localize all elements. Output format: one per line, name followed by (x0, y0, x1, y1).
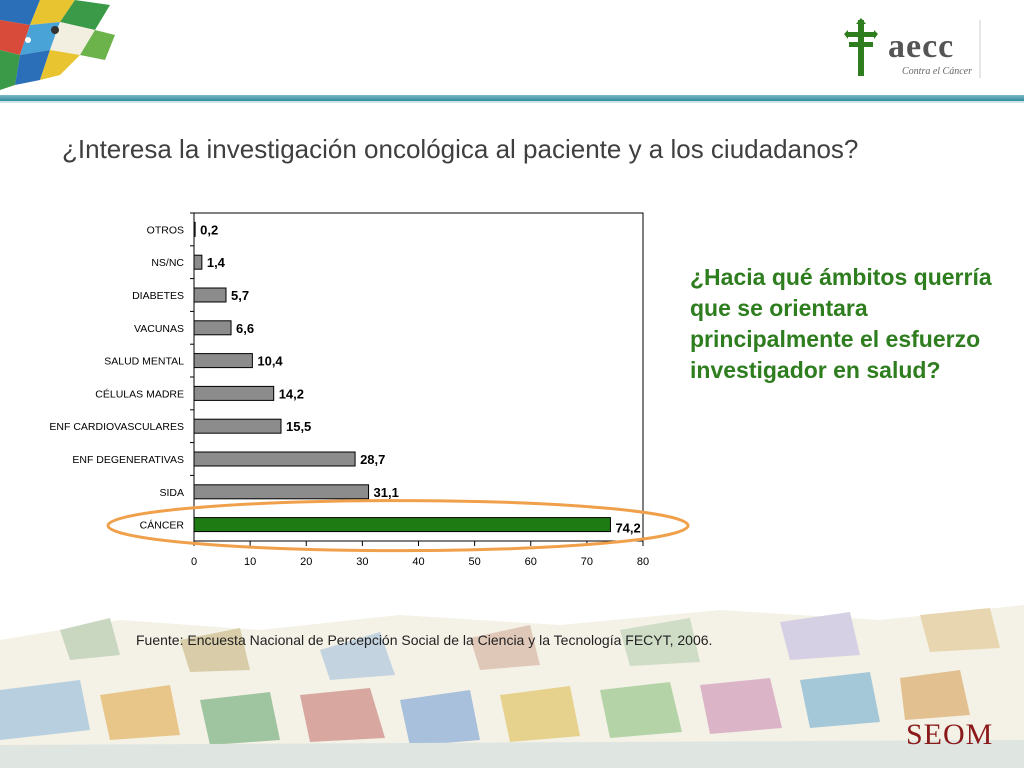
x-tick-label-5: 50 (469, 556, 481, 568)
cross-icon (844, 18, 981, 78)
bar-9 (193, 517, 611, 533)
logo-text: aecc (888, 28, 955, 65)
x-tick-label-4: 40 (412, 556, 424, 568)
chart-question: ¿Hacia qué ámbitos querría que se orient… (690, 264, 992, 383)
category-label-5: CÉLULAS MADRE (95, 387, 184, 400)
bar-value-label-1: 1,4 (207, 255, 226, 270)
mosaic-decoration-bottom (0, 605, 1024, 768)
source-note: Fuente: Encuesta Nacional de Percepción … (136, 632, 713, 648)
category-label-4: SALUD MENTAL (104, 356, 184, 368)
bar-1 (193, 254, 203, 270)
bar-value-label-6: 15,5 (286, 419, 311, 434)
bar-0 (193, 221, 196, 237)
category-label-3: VACUNAS (134, 323, 184, 335)
bar-value-label-7: 28,7 (360, 452, 385, 467)
bar-7 (193, 451, 356, 467)
highlight-ellipse (106, 499, 690, 553)
category-label-8: SIDA (159, 487, 184, 499)
bar-5 (193, 385, 275, 401)
x-tick-label-1: 10 (244, 556, 256, 568)
logo-subtitle: Contra el Cáncer (902, 66, 972, 77)
bar-value-label-4: 10,4 (257, 354, 283, 369)
page-title: ¿Interesa la investigación oncológica al… (62, 134, 859, 164)
bar-3 (193, 320, 232, 336)
category-label-1: NS/NC (151, 257, 184, 269)
bar-6 (193, 418, 282, 434)
x-tick-label-6: 60 (525, 556, 537, 568)
category-label-6: ENF CARDIOVASCULARES (49, 421, 184, 433)
bar-8 (193, 484, 370, 500)
x-tick-label-3: 30 (356, 556, 368, 568)
header-rule-light (0, 101, 1024, 103)
bar-value-label-3: 6,6 (236, 321, 254, 336)
bar-value-label-9: 74,2 (615, 521, 640, 536)
bar-chart: 0,2 1,4 5,7 6,6 10,4 14,2 15,5 28,7 31,1 74,2 OTR… (49, 212, 690, 568)
bar-4 (193, 353, 253, 369)
footer-brand: SEOM (906, 718, 994, 751)
x-tick-label-7: 70 (581, 556, 593, 568)
category-label-7: ENF DEGENERATIVAS (72, 454, 184, 466)
mosaic-decoration-top (0, 0, 120, 95)
x-tick-label-8: 80 (637, 556, 649, 568)
category-label-2: DIABETES (132, 290, 184, 302)
bar-2 (193, 287, 227, 303)
bar-value-label-8: 31,1 (374, 485, 399, 500)
category-labels: OTROS NS/NC DIABETES VACUNAS SALUD MENTAL CÉL… (49, 224, 184, 531)
bar-value-label-5: 14,2 (279, 386, 304, 401)
x-tick-label-0: 0 (191, 556, 197, 568)
x-axis-ticks: 0 10 20 30 40 50 60 70 80 (190, 212, 649, 568)
category-label-9: CÁNCER (140, 519, 185, 532)
header-rule (0, 95, 1024, 101)
bars (193, 221, 611, 533)
bar-value-label-2: 5,7 (231, 288, 249, 303)
bar-value-labels: 0,2 1,4 5,7 6,6 10,4 14,2 15,5 28,7 31,1 74,2 (200, 222, 641, 535)
category-label-0: OTROS (147, 224, 184, 236)
x-tick-label-2: 20 (300, 556, 312, 568)
bar-value-label-0: 0,2 (200, 222, 218, 237)
